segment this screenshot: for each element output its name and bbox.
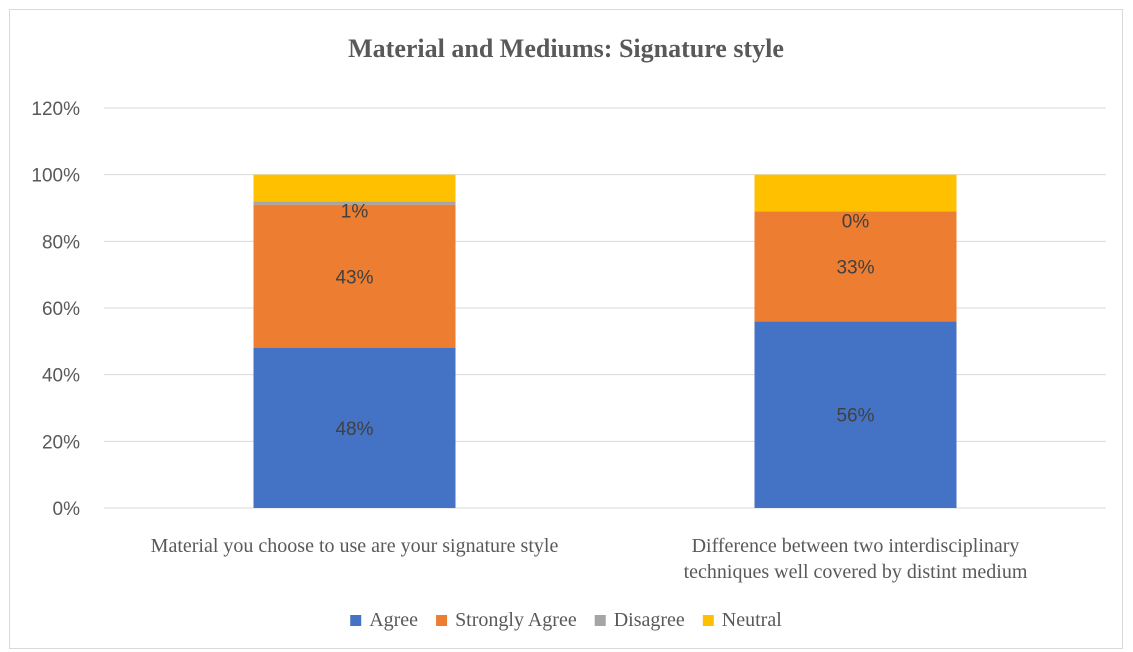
bar-segment-strongly-agree xyxy=(253,204,456,348)
legend: Agree Strongly Agree Disagree Neutral xyxy=(350,609,782,631)
x-category-label: Material you choose to use are your sign… xyxy=(151,535,559,557)
y-tick-label: 60% xyxy=(42,299,80,320)
data-label: 56% xyxy=(836,406,874,427)
y-tick-label: 40% xyxy=(42,366,80,387)
legend-swatch xyxy=(702,615,714,626)
bar-segment-agree xyxy=(754,321,957,508)
bar-segment-neutral xyxy=(253,174,456,202)
x-category-label: Difference between two interdisciplinary xyxy=(692,535,1020,557)
legend-label: Strongly Agree xyxy=(455,609,577,631)
data-label: 1% xyxy=(341,201,369,222)
bar-segment-neutral xyxy=(754,174,957,212)
data-labels: 48% 43% 1% 56% 33% 0% xyxy=(335,201,874,440)
data-label: 48% xyxy=(335,419,373,440)
data-label: 0% xyxy=(842,211,870,232)
x-category-label: techniques well covered by distint mediu… xyxy=(684,561,1028,583)
bar-segment-strongly-agree xyxy=(754,211,957,322)
legend-swatch xyxy=(436,615,448,626)
legend-label: Disagree xyxy=(614,609,685,631)
legend-swatch xyxy=(350,615,362,626)
y-axis: 0% 20% 40% 60% 80% 100% 120% xyxy=(31,99,80,520)
y-tick-label: 0% xyxy=(53,499,81,520)
data-label: 33% xyxy=(836,257,874,278)
y-tick-label: 20% xyxy=(42,432,80,453)
x-axis: Material you choose to use are your sign… xyxy=(151,535,1028,583)
bar-segment-agree xyxy=(253,348,456,508)
data-label: 43% xyxy=(335,267,373,288)
bar-segment-disagree xyxy=(253,201,456,205)
legend-label: Neutral xyxy=(722,609,782,631)
y-tick-label: 120% xyxy=(31,99,80,120)
y-tick-label: 100% xyxy=(31,166,80,187)
chart-title: Material and Mediums: Signature style xyxy=(348,34,784,63)
legend-swatch xyxy=(594,615,606,626)
y-tick-label: 80% xyxy=(42,232,80,253)
legend-label: Agree xyxy=(369,609,418,631)
bars xyxy=(253,174,957,508)
